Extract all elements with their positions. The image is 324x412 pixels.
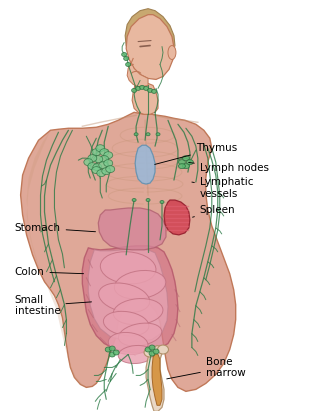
Ellipse shape: [92, 166, 101, 173]
Polygon shape: [132, 83, 158, 114]
Text: Small
intestine: Small intestine: [15, 295, 91, 316]
Ellipse shape: [145, 347, 151, 352]
Ellipse shape: [182, 164, 190, 169]
Ellipse shape: [99, 162, 108, 169]
Ellipse shape: [105, 347, 111, 352]
Ellipse shape: [144, 87, 149, 90]
Ellipse shape: [132, 89, 137, 92]
Ellipse shape: [92, 149, 101, 156]
Ellipse shape: [132, 199, 136, 201]
Text: Bone
marrow: Bone marrow: [167, 357, 246, 379]
Ellipse shape: [94, 156, 103, 163]
Ellipse shape: [157, 345, 168, 354]
Ellipse shape: [182, 156, 190, 161]
Polygon shape: [126, 15, 174, 80]
Ellipse shape: [108, 332, 148, 355]
Ellipse shape: [119, 323, 162, 346]
Ellipse shape: [100, 252, 156, 284]
Text: Lymph nodes: Lymph nodes: [189, 162, 269, 173]
Ellipse shape: [100, 156, 109, 163]
Ellipse shape: [124, 56, 129, 61]
Ellipse shape: [156, 133, 160, 136]
Ellipse shape: [99, 283, 150, 312]
Ellipse shape: [146, 199, 150, 201]
Polygon shape: [125, 9, 175, 68]
Polygon shape: [98, 208, 166, 250]
Ellipse shape: [96, 145, 105, 152]
Ellipse shape: [140, 85, 145, 89]
Ellipse shape: [102, 168, 111, 175]
Text: Colon: Colon: [15, 267, 84, 277]
Polygon shape: [135, 145, 155, 184]
Polygon shape: [152, 353, 162, 405]
Ellipse shape: [134, 133, 138, 136]
Ellipse shape: [118, 346, 154, 363]
Ellipse shape: [153, 349, 159, 354]
Ellipse shape: [104, 152, 113, 159]
Ellipse shape: [136, 87, 141, 90]
Polygon shape: [164, 200, 190, 235]
Polygon shape: [82, 246, 178, 353]
Ellipse shape: [186, 160, 193, 165]
Ellipse shape: [149, 345, 155, 350]
Polygon shape: [146, 346, 165, 411]
Ellipse shape: [103, 311, 149, 336]
Ellipse shape: [106, 166, 115, 173]
Text: Stomach: Stomach: [15, 223, 96, 233]
Ellipse shape: [97, 170, 106, 177]
Ellipse shape: [88, 154, 97, 162]
Polygon shape: [21, 112, 236, 391]
Ellipse shape: [126, 63, 131, 66]
Text: Thymus: Thymus: [155, 143, 237, 164]
Ellipse shape: [149, 351, 155, 356]
Ellipse shape: [113, 299, 163, 325]
Ellipse shape: [109, 346, 115, 351]
Ellipse shape: [168, 46, 176, 59]
Ellipse shape: [84, 159, 93, 166]
Ellipse shape: [122, 52, 127, 56]
Ellipse shape: [144, 348, 156, 357]
Ellipse shape: [93, 164, 102, 171]
Text: Lymphatic
vessels: Lymphatic vessels: [192, 177, 253, 199]
Ellipse shape: [88, 163, 97, 170]
Ellipse shape: [147, 89, 153, 92]
Polygon shape: [27, 130, 86, 387]
Ellipse shape: [113, 350, 119, 355]
Ellipse shape: [179, 160, 185, 165]
Polygon shape: [88, 249, 168, 342]
Ellipse shape: [160, 201, 164, 204]
Ellipse shape: [152, 89, 156, 94]
Ellipse shape: [179, 164, 185, 169]
Ellipse shape: [100, 149, 109, 156]
Ellipse shape: [104, 160, 113, 166]
Ellipse shape: [114, 270, 166, 299]
Polygon shape: [127, 63, 148, 87]
Ellipse shape: [146, 133, 150, 136]
Ellipse shape: [109, 352, 115, 357]
Text: Spleen: Spleen: [192, 205, 236, 217]
